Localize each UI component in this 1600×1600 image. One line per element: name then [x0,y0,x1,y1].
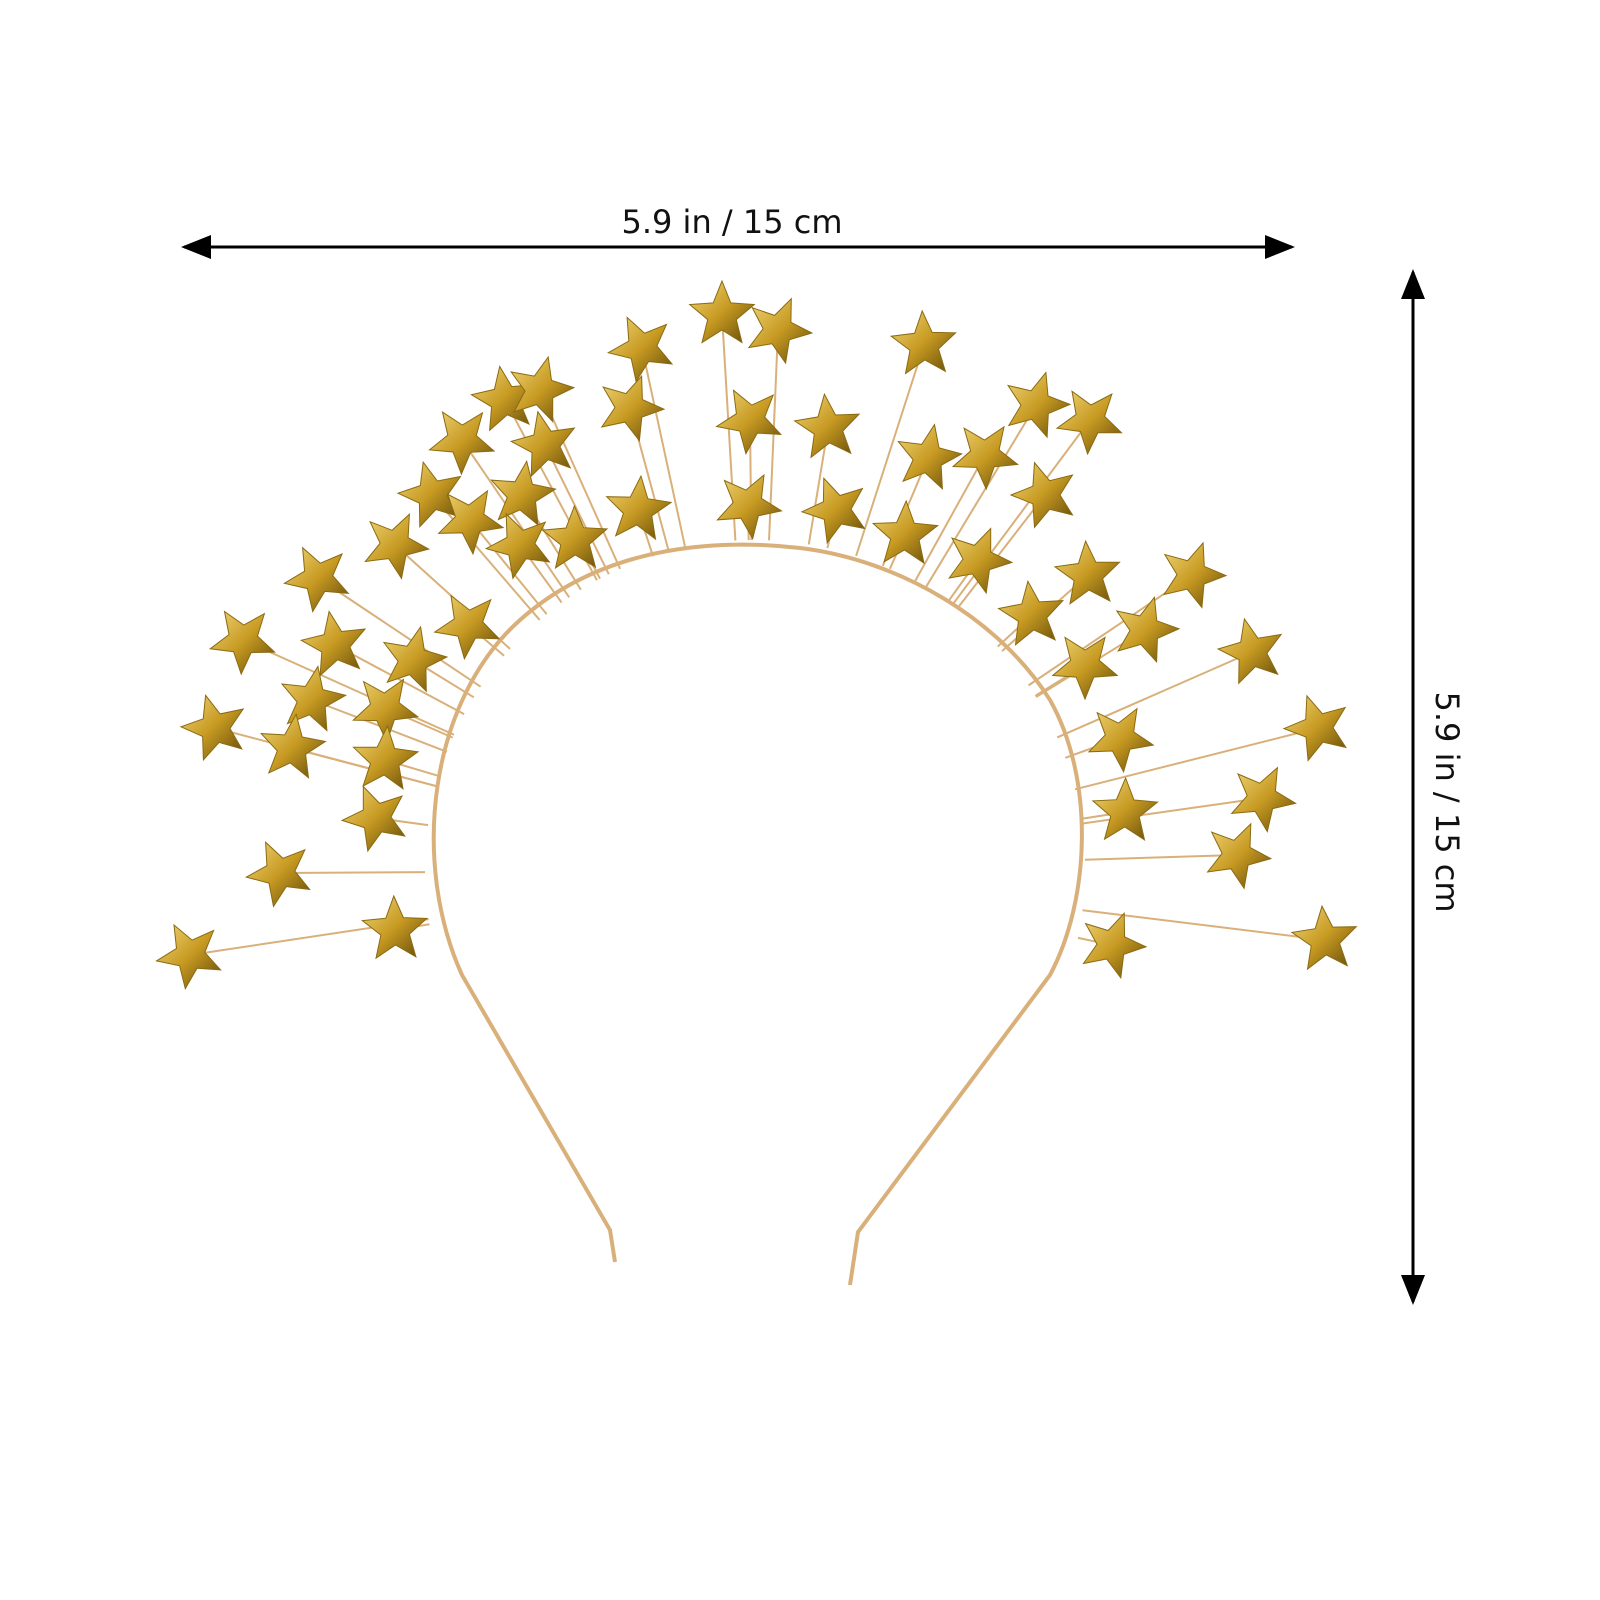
star-icon [716,473,783,541]
star-icon [437,489,505,556]
star-icon [352,724,420,790]
wire [1084,854,1238,861]
star-icon [1216,617,1283,685]
wire [469,519,548,615]
wire [641,347,687,548]
star-icon [1115,596,1181,664]
star-icon [688,279,756,344]
wire [431,494,541,621]
star-icon [179,694,245,762]
star-icon [280,665,348,732]
star-icon [997,579,1065,646]
star-icon [600,374,666,442]
star-icon [1051,636,1119,701]
wire [807,427,829,545]
star-icon [715,389,783,456]
wire [242,639,455,736]
star-icon [364,512,431,580]
star-icon [490,459,557,527]
wire [539,389,622,570]
star-icon [1055,390,1123,456]
wire [956,494,1046,610]
star-icon [484,512,551,580]
star-icon [871,499,939,565]
star-icon [1206,822,1273,890]
star-icon [382,625,449,693]
star-icon [606,316,674,383]
star-icon [747,297,814,365]
star-icon [510,355,576,423]
star-icon [793,392,861,459]
star-icon [244,840,311,908]
wire [461,439,571,598]
star-icon [1007,371,1072,439]
wire [924,404,1037,589]
star-icon [208,610,276,676]
star-icon [470,365,537,432]
wire [1074,727,1319,791]
star-icon [340,785,406,853]
star-icon [948,527,1014,595]
height-label: 5.9 in / 15 cm [1428,691,1466,912]
star-icon [1282,694,1347,762]
wire [914,454,986,582]
star-icon [428,411,496,476]
width-label: 5.9 in / 15 cm [621,203,842,241]
star-icon [352,678,420,744]
star-icon [1087,707,1155,774]
star-icon [889,309,957,375]
headband [155,279,1358,1286]
stars [155,279,1358,991]
wire [544,444,610,575]
wire [279,871,426,874]
wire [1056,651,1253,739]
star-icon [509,410,576,478]
star-icon [897,423,964,491]
star-icon [1091,776,1159,841]
star-icon [951,425,1019,491]
headband-band [431,542,1084,1286]
wire [855,344,925,557]
star-icon [605,474,673,541]
star-icon [361,894,429,960]
wire [334,644,465,716]
star-icon [299,610,367,677]
star-icon [1290,904,1358,971]
star-icon [1082,912,1148,980]
wire [291,747,437,787]
star-icon [259,712,327,779]
star-icon [1230,766,1297,833]
star-icon [433,594,501,661]
star-icon [283,546,350,613]
star-icon [1163,541,1228,609]
star-icon [1009,461,1074,529]
star-icon [1053,539,1121,605]
star-icon [155,923,222,991]
star-icon [541,504,609,569]
wire [317,577,482,688]
star-icon [800,477,866,545]
